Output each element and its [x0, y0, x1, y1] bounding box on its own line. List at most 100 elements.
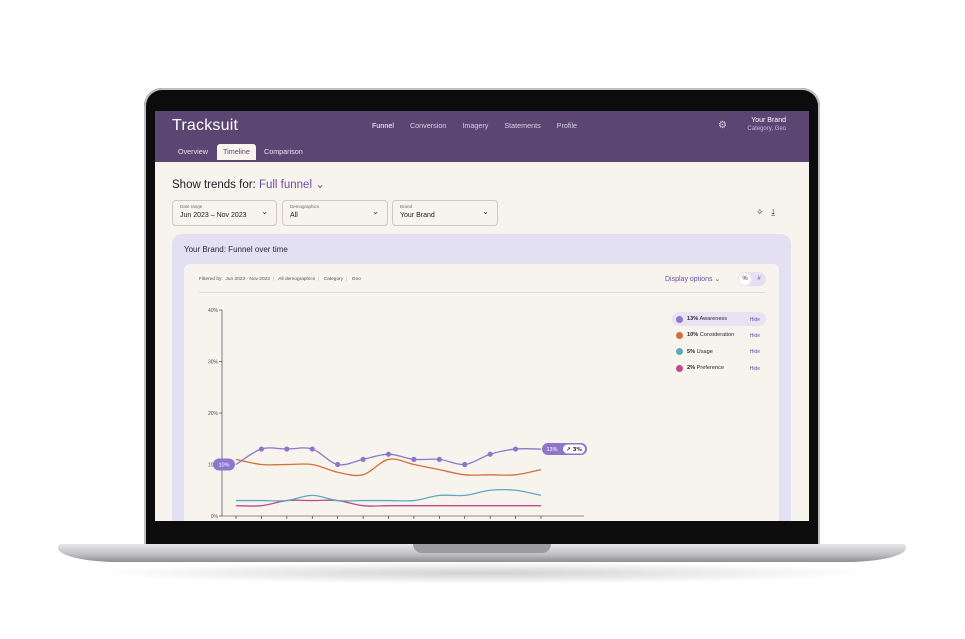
nav-imagery[interactable]: Imagery [462, 121, 489, 130]
nav-funnel[interactable]: Funnel [372, 121, 394, 130]
legend-name: Consideration [699, 332, 735, 339]
date-range-label: Date range [180, 204, 203, 209]
count-toggle[interactable]: # [757, 276, 761, 282]
data-point [462, 461, 468, 468]
data-point [309, 446, 315, 452]
main-nav: Funnel Conversion Imagery Statements Pro… [372, 121, 591, 130]
filter-date: Jun 2023 - Nov 2023 [225, 277, 270, 282]
legend-pct: 10% [687, 332, 699, 339]
brand-name: Your Brand [751, 117, 786, 124]
hide-button[interactable]: Hide [749, 332, 760, 339]
chevron-down-icon: ⌄ [261, 207, 268, 216]
legend-pct: 2% [687, 365, 696, 372]
chart-card: Filtered by: Jun 2023 - Nov 2023 | All de… [184, 264, 779, 521]
unit-toggle[interactable]: % # [738, 272, 766, 286]
percent-toggle[interactable]: % [739, 273, 751, 285]
hide-button[interactable]: Hide [749, 365, 760, 372]
legend-dot [676, 348, 683, 356]
change-badge [563, 444, 585, 454]
hide-button[interactable]: Hide [749, 349, 760, 356]
demographics-value: All [290, 212, 298, 219]
brand-category: Category, Geo [747, 126, 786, 132]
chevron-down-icon: ⌄ [315, 179, 325, 191]
toolbar-icons: ✧ ⤓ [756, 207, 775, 218]
panel-title: Your Brand: Funnel over time [184, 245, 288, 254]
data-point [284, 446, 290, 452]
legend-text: 2% Preference [687, 365, 724, 371]
filter-category: Category [323, 277, 344, 282]
filtered-by: Filtered by: Jun 2023 - Nov 2023 | All de… [199, 277, 361, 282]
brand-value: Your Brand [400, 212, 435, 219]
hide-button[interactable]: Hide [749, 316, 760, 323]
data-point [258, 446, 265, 452]
nav-conversion[interactable]: Conversion [409, 121, 447, 130]
legend-name: Preference [696, 365, 725, 372]
app-screen: Tracksuit Funnel Conversion Imagery Stat… [155, 111, 809, 521]
funnel-line-chart: 0%10%20%30%40%10%13% ↗ 3% [208, 308, 587, 520]
chevron-down-icon: ⌄ [372, 207, 379, 216]
top-bar: Tracksuit Funnel Conversion Imagery Stat… [155, 111, 809, 162]
date-range-select[interactable]: Date range Jun 2023 – Nov 2023 ⌄ [172, 200, 277, 226]
download-icon[interactable]: ⤓ [771, 207, 776, 217]
legend-text: 13% Awareness [687, 316, 727, 322]
trends-heading: Show trends for: Full funnel ⌄ [172, 177, 325, 191]
demographics-select[interactable]: Demographics All ⌄ [282, 200, 388, 226]
y-tick-label: 40% [208, 308, 219, 314]
filter-demographics: All demographics [278, 277, 316, 282]
funnel-panel: Your Brand: Funnel over time Filtered by… [172, 234, 791, 521]
logo[interactable]: Tracksuit [172, 117, 239, 134]
legend-item-preference[interactable]: 2% Preference Hide [672, 361, 766, 375]
data-point [335, 461, 341, 468]
tab-overview[interactable]: Overview [178, 147, 208, 156]
y-tick-label: 20% [208, 411, 219, 417]
legend-name: Awareness [699, 316, 728, 322]
data-point [487, 451, 493, 457]
legend-pct: 13% [687, 316, 699, 322]
display-options-label: Display options [665, 276, 713, 283]
change-label: ↗ 3% [566, 447, 582, 453]
filtered-by-label: Filtered by: [199, 277, 223, 282]
nav-statements[interactable]: Statements [504, 121, 541, 130]
laptop-shadow [92, 562, 872, 584]
brand-select[interactable]: Brand Your Brand ⌄ [392, 200, 498, 226]
trends-label: Show trends for: [172, 179, 256, 191]
legend-dot [676, 331, 683, 339]
legend-pct: 5% [687, 348, 696, 355]
brand-label: Brand [400, 204, 413, 209]
legend: 13% Awareness Hide 10% Consideration Hid… [672, 312, 766, 378]
chevron-down-icon: ⌄ [714, 276, 721, 283]
chevron-down-icon: ⌄ [482, 207, 489, 216]
gear-icon[interactable]: ⚙ [718, 120, 727, 131]
series-line-usage [236, 488, 542, 502]
data-point [411, 456, 417, 462]
display-options[interactable]: Display options ⌄ [665, 275, 720, 283]
start-value-label: 10% [218, 463, 229, 469]
legend-text: 10% Consideration [687, 332, 734, 338]
data-point [436, 456, 442, 462]
legend-item-consideration[interactable]: 10% Consideration Hide [672, 328, 766, 342]
laptop-base [58, 544, 906, 562]
trends-value: Full funnel [258, 179, 312, 191]
trends-dropdown[interactable]: Full funnel ⌄ [259, 179, 325, 191]
y-tick-label: 30% [208, 359, 219, 365]
legend-dot [676, 315, 683, 323]
sparkle-icon[interactable]: ✧ [756, 207, 764, 217]
legend-item-awareness[interactable]: 13% Awareness Hide [672, 312, 766, 326]
laptop-notch [413, 544, 551, 553]
end-value-label: 13% [546, 447, 557, 453]
start-value-badge [213, 458, 235, 471]
data-point [385, 451, 392, 457]
legend-item-usage[interactable]: 5% Usage Hide [672, 345, 766, 359]
legend-dot [676, 364, 683, 372]
date-range-value: Jun 2023 – Nov 2023 [180, 212, 247, 219]
legend-text: 5% Usage [687, 349, 713, 355]
brand-switcher[interactable]: Your Brand Category, Geo [747, 116, 786, 134]
tab-comparison[interactable]: Comparison [264, 147, 303, 156]
filter-geo: Geo [351, 277, 361, 282]
tab-timeline[interactable]: Timeline [217, 144, 256, 160]
series-line-consideration [235, 458, 542, 477]
data-point [512, 446, 519, 452]
demographics-label: Demographics [290, 204, 320, 209]
legend-name: Usage [696, 348, 713, 355]
nav-profile[interactable]: Profile [556, 121, 578, 130]
